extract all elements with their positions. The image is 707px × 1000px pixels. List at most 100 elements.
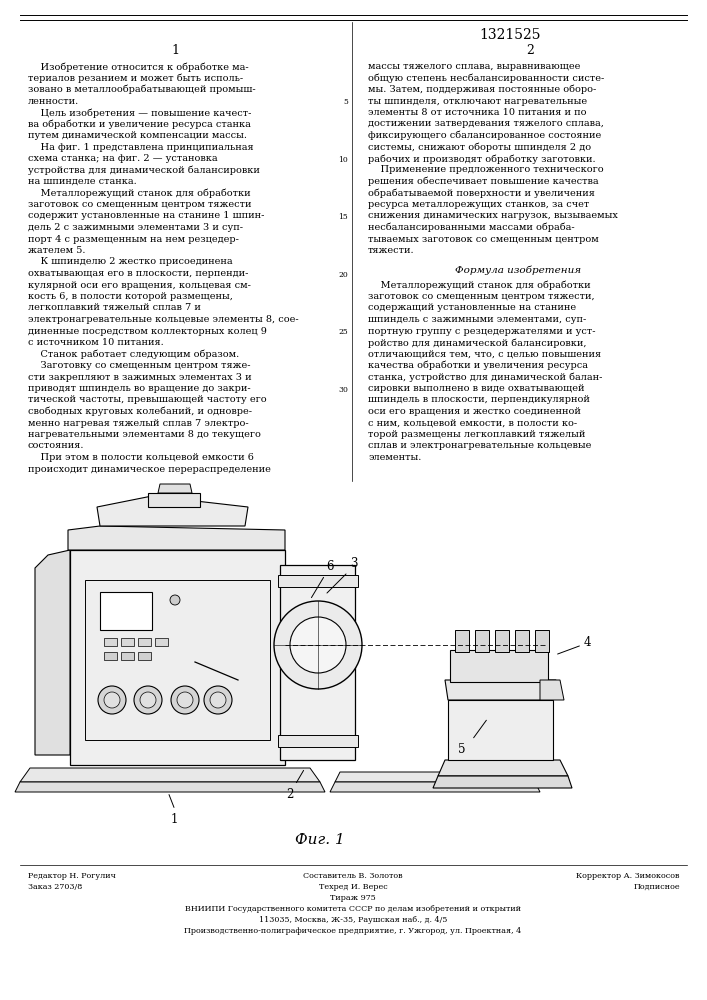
Bar bbox=[104, 638, 117, 646]
Text: общую степень несбалансированности систе-: общую степень несбалансированности систе… bbox=[368, 74, 604, 83]
Text: 15: 15 bbox=[338, 213, 348, 221]
Circle shape bbox=[274, 601, 362, 689]
Circle shape bbox=[134, 686, 162, 714]
Text: 3: 3 bbox=[350, 557, 358, 570]
Polygon shape bbox=[330, 782, 540, 792]
Text: ленности.: ленности. bbox=[28, 97, 79, 105]
Text: несбалансированными массами обраба-: несбалансированными массами обраба- bbox=[368, 223, 575, 232]
Text: отличающийся тем, что, с целью повышения: отличающийся тем, что, с целью повышения bbox=[368, 350, 601, 359]
Text: фиксирующего сбалансированное состояние: фиксирующего сбалансированное состояние bbox=[368, 131, 601, 140]
Text: Станок работает следующим образом.: Станок работает следующим образом. bbox=[28, 350, 239, 359]
Text: 1321525: 1321525 bbox=[479, 28, 541, 42]
Circle shape bbox=[140, 692, 156, 708]
Bar bbox=[138, 652, 151, 660]
Bar bbox=[104, 652, 117, 660]
Text: качества обработки и увеличения ресурса: качества обработки и увеличения ресурса bbox=[368, 361, 588, 370]
Polygon shape bbox=[540, 680, 564, 700]
Text: териалов резанием и может быть исполь-: териалов резанием и может быть исполь- bbox=[28, 74, 243, 83]
Bar bbox=[450, 650, 548, 682]
Text: состояния.: состояния. bbox=[28, 442, 85, 450]
Text: Редактор Н. Рогулич: Редактор Н. Рогулич bbox=[28, 872, 116, 880]
Bar bbox=[85, 580, 270, 740]
Bar bbox=[495, 630, 509, 652]
Text: содержит установленные на станине 1 шпин-: содержит установленные на станине 1 шпин… bbox=[28, 212, 264, 221]
Bar bbox=[455, 630, 469, 652]
Bar bbox=[280, 565, 355, 760]
Text: шпиндель с зажимными элементами, суп-: шпиндель с зажимными элементами, суп- bbox=[368, 315, 586, 324]
Polygon shape bbox=[148, 493, 200, 507]
Text: снижения динамических нагрузок, вызываемых: снижения динамических нагрузок, вызываем… bbox=[368, 212, 618, 221]
Text: 6: 6 bbox=[326, 560, 334, 573]
Text: заготовок со смещенным центром тяжести,: заготовок со смещенным центром тяжести, bbox=[368, 292, 595, 301]
Text: Производственно-полиграфическое предприятие, г. Ужгород, ул. Проектная, 4: Производственно-полиграфическое предприя… bbox=[185, 927, 522, 935]
Text: 4: 4 bbox=[584, 637, 592, 650]
Text: Применение предложенного технического: Применение предложенного технического bbox=[368, 165, 604, 174]
Text: сплав и электронагревательные кольцевые: сплав и электронагревательные кольцевые bbox=[368, 442, 591, 450]
Circle shape bbox=[98, 686, 126, 714]
Bar bbox=[100, 592, 152, 630]
Polygon shape bbox=[97, 496, 248, 526]
Text: тываемых заготовок со смещенным центром: тываемых заготовок со смещенным центром bbox=[368, 234, 599, 243]
Text: содержащий установленные на станине: содержащий установленные на станине bbox=[368, 304, 576, 312]
Text: тической частоты, превышающей частоту его: тической частоты, превышающей частоту ег… bbox=[28, 395, 267, 404]
Text: 5: 5 bbox=[343, 98, 348, 106]
Text: портную группу с резцедержателями и уст-: портную группу с резцедержателями и уст- bbox=[368, 326, 595, 336]
Text: с ним, кольцевой емкости, в полости ко-: с ним, кольцевой емкости, в полости ко- bbox=[368, 418, 577, 428]
Bar bbox=[70, 550, 285, 765]
Text: К шпинделю 2 жестко присоединена: К шпинделю 2 жестко присоединена bbox=[28, 257, 233, 266]
Bar bbox=[448, 700, 553, 760]
Text: ты шпинделя, отключают нагревательные: ты шпинделя, отключают нагревательные bbox=[368, 97, 587, 105]
Circle shape bbox=[177, 692, 193, 708]
Bar bbox=[138, 638, 151, 646]
Text: зовано в металлообрабатывающей промыш-: зовано в металлообрабатывающей промыш- bbox=[28, 85, 256, 95]
Text: Формула изобретения: Формула изобретения bbox=[455, 265, 581, 275]
Circle shape bbox=[171, 686, 199, 714]
Text: Подписное: Подписное bbox=[633, 883, 680, 891]
Polygon shape bbox=[438, 760, 568, 776]
Bar bbox=[121, 652, 134, 660]
Circle shape bbox=[104, 692, 120, 708]
Text: сти закрепляют в зажимных элементах 3 и: сти закрепляют в зажимных элементах 3 и bbox=[28, 372, 252, 381]
Bar bbox=[278, 735, 358, 747]
Text: кость 6, в полости которой размещены,: кость 6, в полости которой размещены, bbox=[28, 292, 233, 301]
Text: диненные посредством коллекторных колец 9: диненные посредством коллекторных колец … bbox=[28, 326, 267, 336]
Text: схема станка; на фиг. 2 — установка: схема станка; на фиг. 2 — установка bbox=[28, 154, 218, 163]
Text: рабочих и производят обработку заготовки.: рабочих и производят обработку заготовки… bbox=[368, 154, 595, 163]
Text: Цель изобретения — повышение качест-: Цель изобретения — повышение качест- bbox=[28, 108, 252, 117]
Text: Металлорежущий станок для обработки: Металлорежущий станок для обработки bbox=[28, 188, 250, 198]
Polygon shape bbox=[335, 772, 535, 782]
Text: обрабатываемой поверхности и увеличения: обрабатываемой поверхности и увеличения bbox=[368, 188, 595, 198]
Text: жателем 5.: жателем 5. bbox=[28, 246, 86, 255]
Circle shape bbox=[290, 617, 346, 673]
Text: мы. Затем, поддерживая постоянные оборо-: мы. Затем, поддерживая постоянные оборо- bbox=[368, 85, 596, 95]
Polygon shape bbox=[433, 776, 572, 788]
Bar bbox=[278, 575, 358, 587]
Circle shape bbox=[204, 686, 232, 714]
Text: станка, устройство для динамической балан-: станка, устройство для динамической бала… bbox=[368, 372, 602, 382]
Text: на шпинделе станка.: на шпинделе станка. bbox=[28, 177, 136, 186]
Text: дель 2 с зажимными элементами 3 и суп-: дель 2 с зажимными элементами 3 и суп- bbox=[28, 223, 243, 232]
Text: 20: 20 bbox=[338, 271, 348, 279]
Text: Фиг. 1: Фиг. 1 bbox=[295, 833, 345, 847]
Text: достижении затвердевания тяжелого сплава,: достижении затвердевания тяжелого сплава… bbox=[368, 119, 604, 128]
Text: путем динамической компенсации массы.: путем динамической компенсации массы. bbox=[28, 131, 247, 140]
Text: 113035, Москва, Ж-35, Раушская наб., д. 4/5: 113035, Москва, Ж-35, Раушская наб., д. … bbox=[259, 916, 448, 924]
Text: легкоплавкий тяжелый сплав 7 и: легкоплавкий тяжелый сплав 7 и bbox=[28, 304, 201, 312]
Text: Корректор А. Зимокосов: Корректор А. Зимокосов bbox=[576, 872, 680, 880]
Bar bbox=[535, 630, 549, 652]
Text: массы тяжелого сплава, выравнивающее: массы тяжелого сплава, выравнивающее bbox=[368, 62, 580, 71]
Text: 1: 1 bbox=[171, 43, 179, 56]
Text: решения обеспечивает повышение качества: решения обеспечивает повышение качества bbox=[368, 177, 599, 186]
Text: 2: 2 bbox=[286, 788, 293, 801]
Text: системы, снижают обороты шпинделя 2 до: системы, снижают обороты шпинделя 2 до bbox=[368, 142, 591, 152]
Text: шпиндель в плоскости, перпендикулярной: шпиндель в плоскости, перпендикулярной bbox=[368, 395, 590, 404]
Polygon shape bbox=[68, 526, 285, 550]
Text: Изобретение относится к обработке ма-: Изобретение относится к обработке ма- bbox=[28, 62, 249, 72]
Text: с источником 10 питания.: с источником 10 питания. bbox=[28, 338, 164, 347]
Text: нагревательными элементами 8 до текущего: нагревательными элементами 8 до текущего bbox=[28, 430, 261, 439]
Text: ройство для динамической балансировки,: ройство для динамической балансировки, bbox=[368, 338, 587, 348]
Text: 25: 25 bbox=[338, 328, 348, 336]
Text: При этом в полости кольцевой емкости 6: При этом в полости кольцевой емкости 6 bbox=[28, 453, 254, 462]
Polygon shape bbox=[20, 768, 320, 782]
Text: тяжести.: тяжести. bbox=[368, 246, 414, 255]
